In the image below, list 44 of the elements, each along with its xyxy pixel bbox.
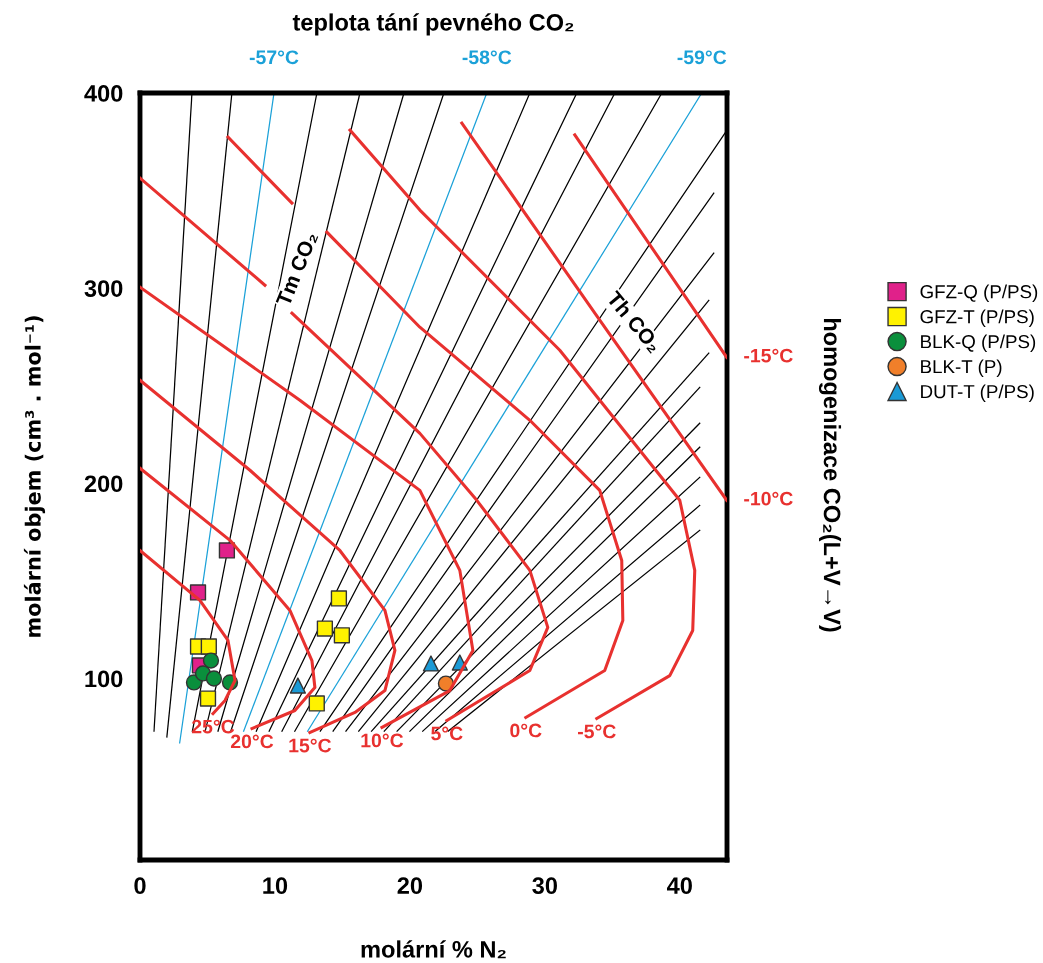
series-label: 5°C (431, 726, 463, 741)
point (333, 627, 351, 644)
point (202, 652, 220, 669)
series-label: -15°C (744, 348, 793, 363)
point (316, 620, 334, 637)
y-axis-title: molární objem (cm³ . mol⁻¹) (23, 316, 46, 637)
legend-label: BLK-Q (P/PS) (921, 334, 1036, 353)
point (289, 677, 307, 694)
series-label: 20°C (230, 734, 274, 749)
line-series (348, 128, 697, 721)
y-tick-label: 100 (85, 670, 123, 688)
x-tick-label: 30 (532, 877, 557, 895)
point (422, 655, 440, 672)
series-label: 10°C (361, 733, 404, 748)
legend-label: GFZ-Q (P/PS) (920, 284, 1038, 303)
series-label: -10°C (744, 491, 793, 506)
annotation: Tm CO₂ (275, 231, 319, 308)
series-label: -5°C (577, 724, 616, 739)
y-tick-label: 200 (84, 475, 123, 493)
series-label: -57°C (249, 50, 299, 65)
legend-label: BLK-T (P) (921, 359, 1002, 377)
point (308, 695, 325, 712)
point (199, 690, 217, 707)
x-tick-label: 10 (263, 877, 288, 895)
series-label: 0°C (510, 723, 542, 738)
series-label: -58°C (462, 50, 512, 65)
y2-axis-title: homogenizace CO₂(L+V→V) (818, 318, 842, 632)
point (218, 542, 236, 559)
x-tick-label: 20 (397, 877, 423, 895)
point (330, 590, 348, 607)
legend-label: DUT-T (P/PS) (921, 384, 1034, 402)
y-tick-label: 300 (84, 280, 123, 297)
x-axis-title: molární % N₂ (361, 940, 506, 959)
line-series (140, 378, 397, 735)
x-tick-label: 40 (667, 877, 692, 895)
series-label: -59°C (677, 50, 727, 65)
point (205, 670, 223, 687)
y-tick-label: 400 (84, 85, 123, 102)
series-label: 15°C (289, 738, 332, 753)
x-tick-label: 0 (134, 877, 146, 895)
legend-label: GFZ-T (P/PS) (920, 309, 1034, 328)
line-series (140, 548, 237, 716)
point (200, 638, 217, 655)
chart-title: teplota tání pevného CO₂ (292, 13, 574, 36)
